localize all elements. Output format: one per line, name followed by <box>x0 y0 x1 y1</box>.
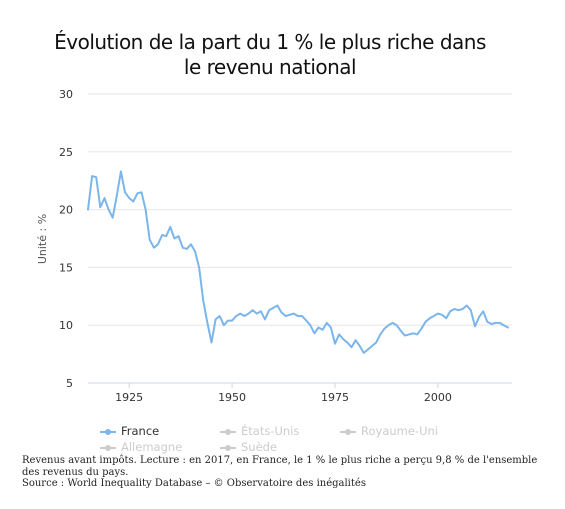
legend-label: Allemagne <box>121 440 183 454</box>
legend-label: France <box>121 424 160 438</box>
y-tick-label-20: 20 <box>59 204 73 217</box>
legend-line-marker-icon <box>340 428 356 436</box>
legend-line-marker-icon <box>220 428 236 436</box>
legend-item-royaume-uni[interactable]: Royaume-Uni <box>340 424 438 439</box>
x-tick-label-1950: 1950 <box>218 391 246 404</box>
y-tick-label-5: 5 <box>66 377 73 390</box>
legend-item-france[interactable]: France <box>100 424 159 439</box>
legend-line-marker-icon <box>220 444 236 452</box>
y-axis-ticks: 5 10 15 20 25 30 <box>59 88 73 390</box>
legend-label: Suède <box>241 440 278 454</box>
x-axis-ticks: 1925 1950 1975 2000 <box>115 383 452 404</box>
y-axis-label: Unité : % <box>36 214 49 264</box>
x-tick-label-2000: 2000 <box>424 391 452 404</box>
y-tick-label-25: 25 <box>59 146 73 159</box>
series-line-france[interactable] <box>87 170 509 354</box>
legend-item-etats-unis[interactable]: États-Unis <box>220 424 299 439</box>
x-tick-label-1975: 1975 <box>321 391 349 404</box>
legend-line-marker-icon <box>100 428 116 436</box>
y-tick-label-30: 30 <box>59 88 73 101</box>
legend-item-suede[interactable]: Suède <box>220 440 277 455</box>
y-tick-label-15: 15 <box>59 261 73 274</box>
legend-label: Royaume-Uni <box>361 424 438 438</box>
legend-item-allemagne[interactable]: Allemagne <box>100 440 182 455</box>
gridlines <box>88 93 512 384</box>
line-chart: 5 10 15 20 25 30 1925 1950 1975 2000 Unité : % <box>36 88 512 404</box>
chart-title-line-1: Évolution de la part du 1 % le plus rich… <box>54 30 486 54</box>
chart-title-line-2: le revenu national <box>183 55 357 79</box>
footer-notes: Revenus avant impôts. Lecture : en 2017,… <box>22 455 552 490</box>
legend-line-marker-icon <box>100 444 116 452</box>
reading-note: Revenus avant impôts. Lecture : en 2017,… <box>22 455 538 478</box>
legend-label: États-Unis <box>241 424 300 438</box>
series-layer <box>87 170 509 354</box>
source-note: Source : World Inequality Database – © O… <box>22 478 366 489</box>
chart-title: Évolution de la part du 1 % le plus rich… <box>40 30 500 80</box>
y-tick-label-10: 10 <box>59 319 73 332</box>
x-tick-label-1925: 1925 <box>115 391 143 404</box>
